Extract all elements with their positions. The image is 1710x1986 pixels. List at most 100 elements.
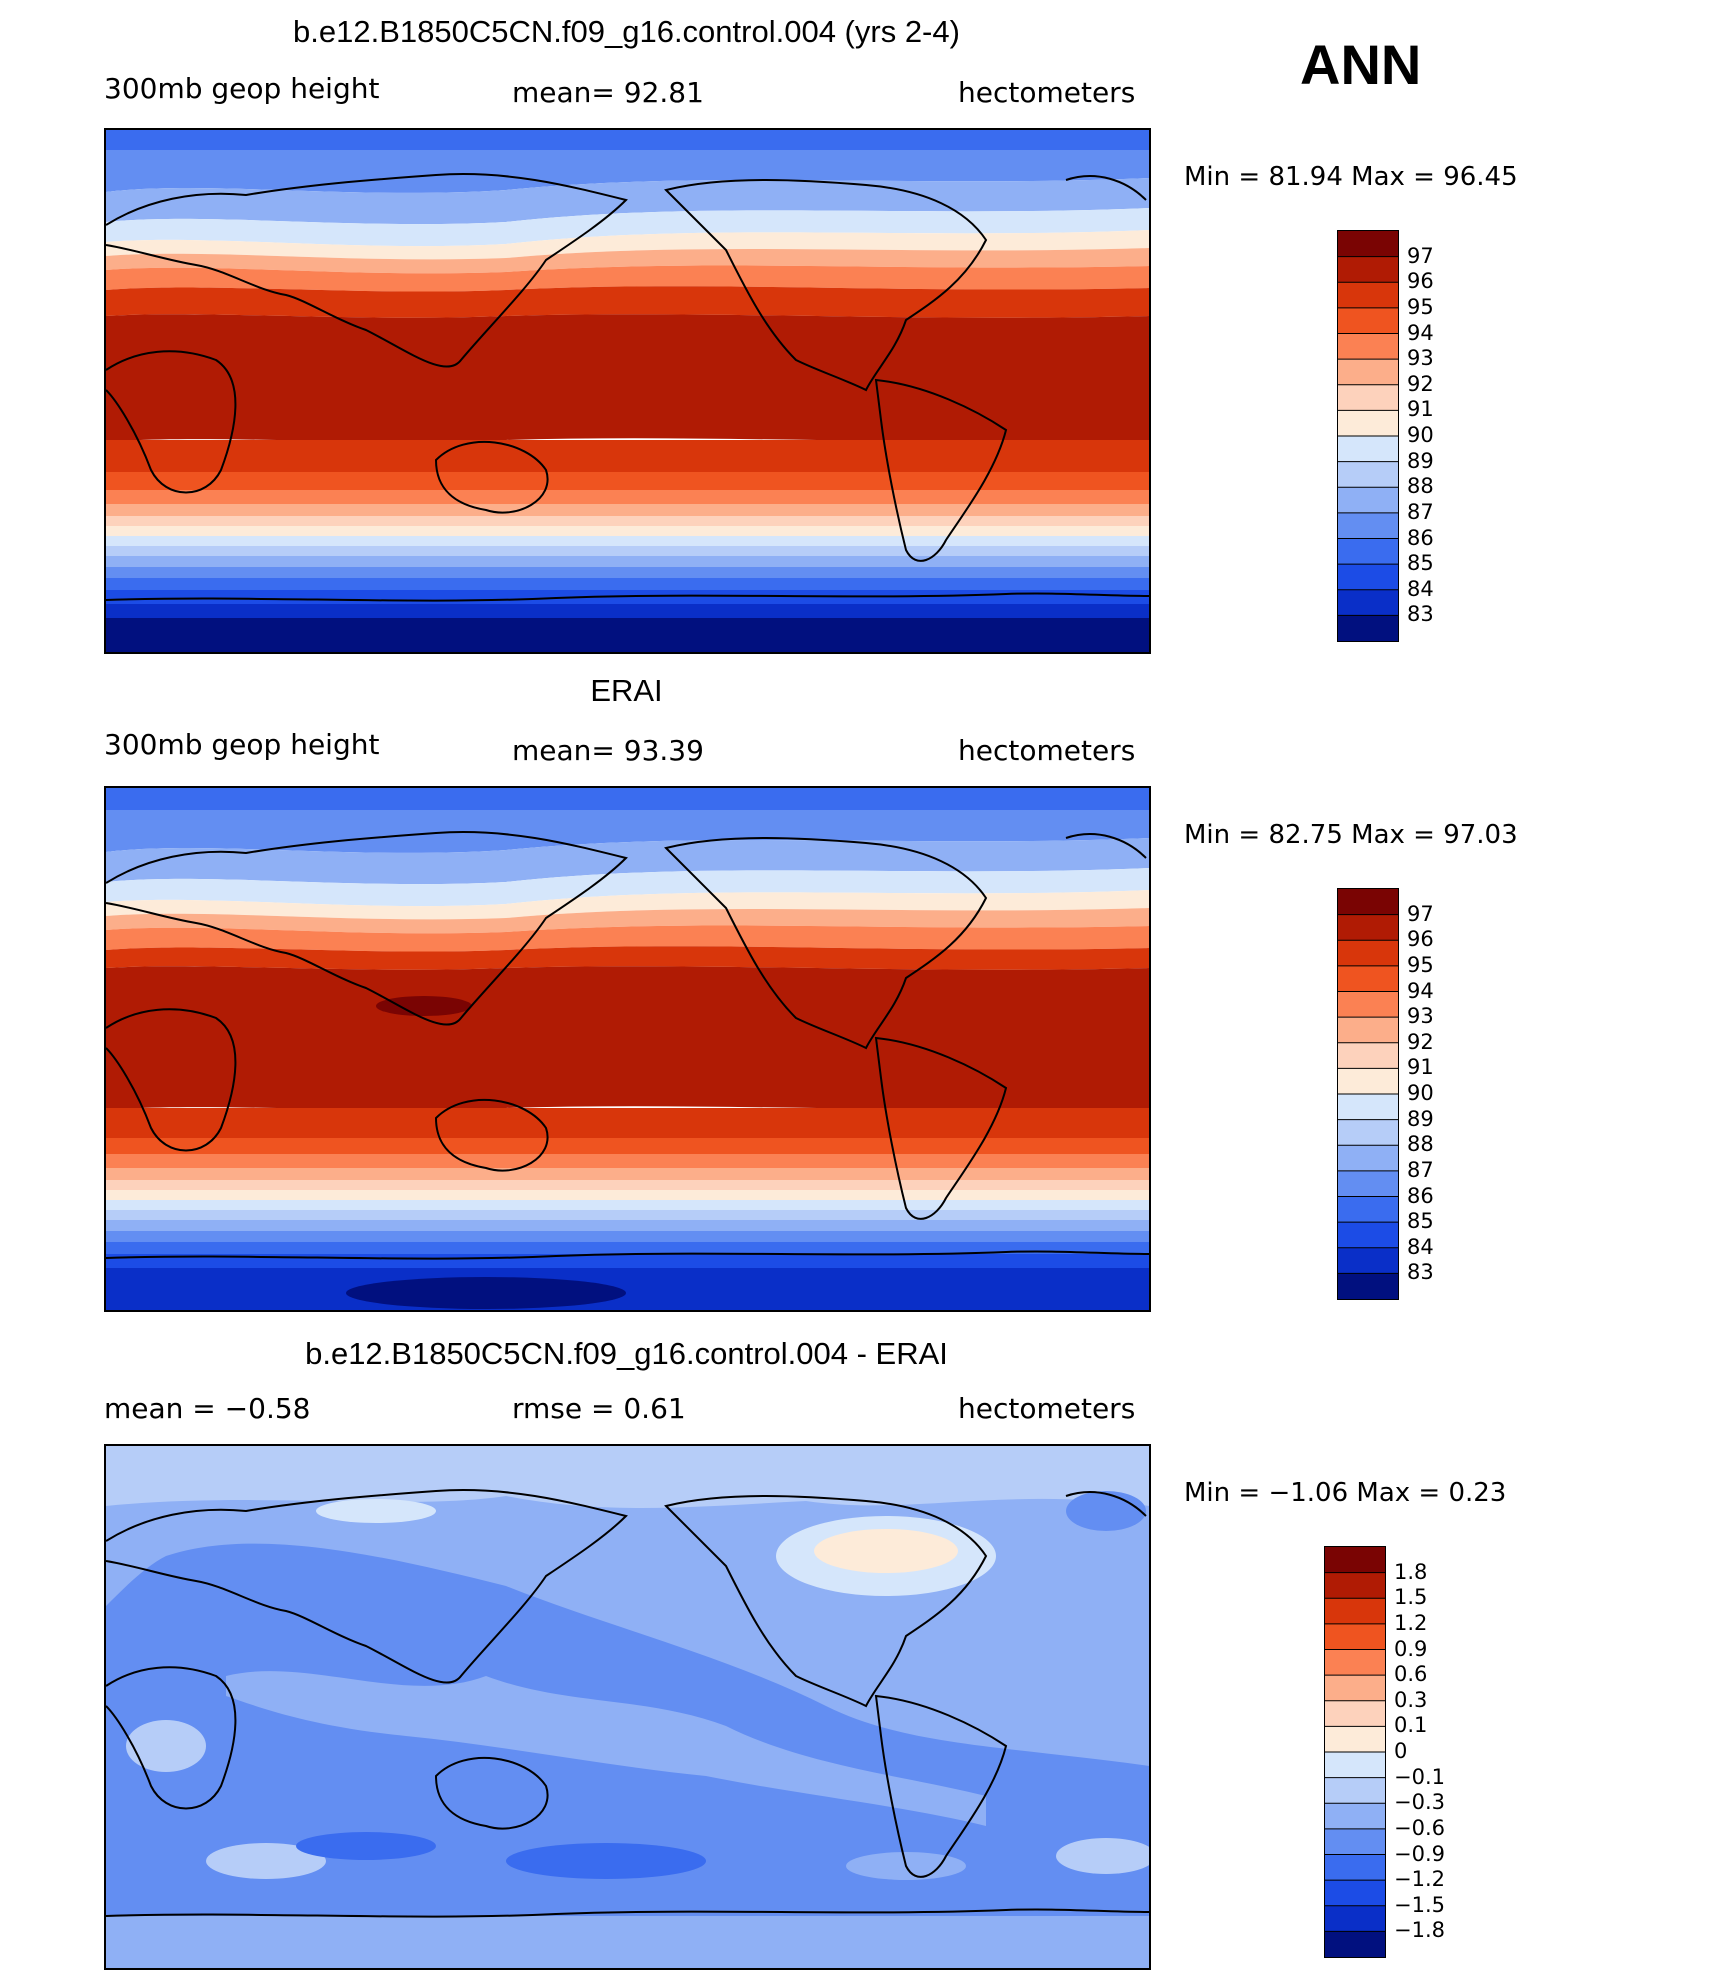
colorbar-tick-label: 91: [1407, 397, 1434, 422]
panel-title: ERAI: [590, 673, 663, 708]
variable-label: 300mb geop height: [104, 72, 380, 105]
colorbar-tick-label: 92: [1407, 371, 1434, 396]
colorbar-swatch: [1338, 1119, 1398, 1146]
colorbar-swatch: [1325, 1854, 1385, 1881]
colorbar-swatch: [1325, 1803, 1385, 1830]
colorbar-tick-label: −0.6: [1394, 1815, 1445, 1840]
colorbar-swatch: [1338, 231, 1398, 258]
contour-bands: [106, 1446, 1149, 1968]
colorbar-swatch: [1338, 889, 1398, 916]
colorbar-tick-label: 84: [1407, 576, 1434, 601]
colorbar-tick-label: 87: [1407, 499, 1434, 524]
colorbar-swatch: [1325, 1828, 1385, 1855]
colorbar-swatch: [1325, 1598, 1385, 1625]
colorbar-tick-label: 95: [1407, 294, 1434, 319]
colorbar-swatch: [1338, 1145, 1398, 1172]
colorbar-swatch: [1338, 384, 1398, 411]
min-max-label: Min = −1.06 Max = 0.23: [1184, 1478, 1507, 1508]
colorbar-swatch: [1325, 1675, 1385, 1702]
colorbar-swatch: [1338, 512, 1398, 539]
colorbar-tick-label: 0.1: [1394, 1713, 1428, 1738]
colorbar-swatch: [1338, 1017, 1398, 1044]
colorbar-swatch: [1338, 1196, 1398, 1223]
coastlines: [106, 1489, 1149, 1918]
colorbar-swatch: [1338, 307, 1398, 334]
colorbar-tick-label: 95: [1407, 952, 1434, 977]
colorbar-swatch: [1338, 1094, 1398, 1121]
colorbar-tick-label: 86: [1407, 1183, 1434, 1208]
colorbar-swatch: [1338, 1222, 1398, 1249]
colorbar-swatch: [1338, 410, 1398, 437]
mean-label: mean = −0.58: [104, 1392, 311, 1425]
colorbar-tick-label: 92: [1407, 1029, 1434, 1054]
colorbar-tick-label: 97: [1407, 901, 1434, 926]
obs-field-map: [104, 786, 1151, 1312]
mean-label: mean= 92.81: [512, 76, 704, 109]
colorbar-swatch: [1325, 1905, 1385, 1932]
colorbar-swatch: [1338, 1170, 1398, 1197]
colorbar-tick-label: 93: [1407, 346, 1434, 371]
colorbar-swatch: [1338, 256, 1398, 283]
colorbar-swatch: [1325, 1623, 1385, 1650]
colorbar-swatch: [1338, 1247, 1398, 1274]
colorbar-tick-label: −0.9: [1394, 1841, 1445, 1866]
colorbar-tick-label: 85: [1407, 1209, 1434, 1234]
colorbar-swatch: [1338, 940, 1398, 967]
colorbar-swatch: [1338, 359, 1398, 386]
units-label: hectometers: [958, 1392, 1136, 1425]
colorbar-tick-label: 89: [1407, 1106, 1434, 1131]
coastlines: [106, 831, 1149, 1260]
season-label: ANN: [1300, 33, 1422, 96]
variable-label: 300mb geop height: [104, 728, 380, 761]
colorbar-swatch: [1325, 1572, 1385, 1599]
colorbar-tick-label: −1.8: [1394, 1918, 1445, 1943]
colorbar-tick-label: 94: [1407, 320, 1434, 345]
colorbar-swatch: [1325, 1700, 1385, 1727]
panel-title: b.e12.B1850C5CN.f09_g16.control.004 - ER…: [305, 1336, 948, 1371]
contour-bands: [106, 788, 1149, 1310]
colorbar-swatch: [1338, 589, 1398, 616]
min-max-label: Min = 81.94 Max = 96.45: [1184, 162, 1518, 192]
colorbar-tick-label: −0.3: [1394, 1790, 1445, 1815]
contour-bands: [106, 130, 1149, 652]
colorbar-tick-label: 1.8: [1394, 1559, 1428, 1584]
colorbar-tick-label: 96: [1407, 269, 1434, 294]
colorbar-tick-label: 0: [1394, 1739, 1408, 1763]
colorbar-tick-label: 0.6: [1394, 1662, 1428, 1687]
difference-field-map: [104, 1444, 1151, 1970]
colorbar-swatch: [1325, 1777, 1385, 1804]
colorbar-tick-label: 1.5: [1394, 1585, 1428, 1610]
colorbar-swatch: [1338, 282, 1398, 309]
colorbar-tick-label: 90: [1407, 423, 1434, 447]
colorbar-tick-label: 83: [1407, 602, 1434, 627]
colorbar-swatch: [1325, 1931, 1385, 1957]
colorbar-tick-label: 90: [1407, 1081, 1434, 1105]
colorbar-swatch: [1338, 564, 1398, 591]
colorbar-tick-label: 93: [1407, 1004, 1434, 1029]
colorbar-swatch: [1338, 461, 1398, 488]
mean-label: mean= 93.39: [512, 734, 704, 767]
colorbar-tick-label: 0.9: [1394, 1636, 1428, 1661]
difference-colorbar: [1324, 1546, 1386, 1958]
obs-colorbar: [1337, 888, 1399, 1300]
colorbar-tick-label: 88: [1407, 474, 1434, 499]
min-max-label: Min = 82.75 Max = 97.03: [1184, 820, 1518, 850]
model-colorbar: [1337, 230, 1399, 642]
colorbar-tick-label: 85: [1407, 551, 1434, 576]
colorbar-swatch: [1338, 1068, 1398, 1095]
colorbar-tick-label: 88: [1407, 1132, 1434, 1157]
colorbar-tick-label: 94: [1407, 978, 1434, 1003]
colorbar-swatch: [1338, 538, 1398, 565]
colorbar-tick-label: 89: [1407, 448, 1434, 473]
colorbar-tick-label: 1.2: [1394, 1610, 1428, 1635]
colorbar-swatch: [1338, 436, 1398, 463]
colorbar-swatch: [1325, 1547, 1385, 1574]
colorbar-tick-label: −0.1: [1394, 1764, 1445, 1789]
colorbar-tick-label: 0.3: [1394, 1687, 1428, 1712]
rmse-label: rmse = 0.61: [512, 1392, 686, 1425]
panel-title: b.e12.B1850C5CN.f09_g16.control.004 (yrs…: [293, 14, 960, 49]
colorbar-tick-label: 83: [1407, 1260, 1434, 1285]
colorbar-swatch: [1338, 333, 1398, 360]
colorbar-tick-label: 97: [1407, 243, 1434, 268]
units-label: hectometers: [958, 734, 1136, 767]
